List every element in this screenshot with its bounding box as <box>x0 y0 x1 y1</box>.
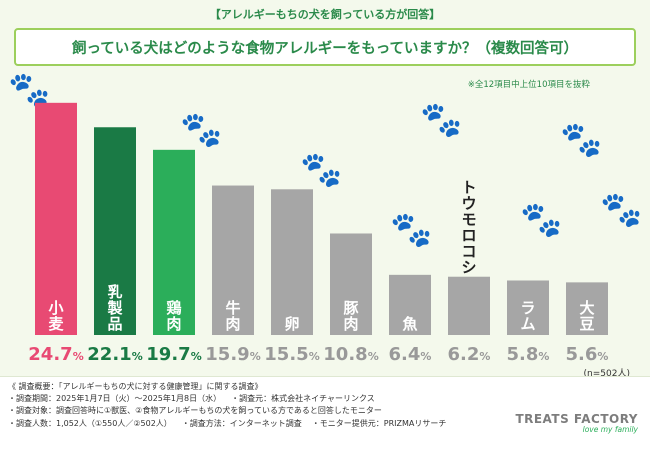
survey-target-badge: 【アレルギーもちの犬を飼っている方が回答】 <box>209 8 441 21</box>
survey-method: ・調査方法：インターネット調査 <box>181 418 302 428</box>
value-label: 10.8% <box>323 344 378 365</box>
category-label: 卵 <box>284 315 299 333</box>
survey-source: ・調査元：株式会社ネイチャーリンクス <box>231 394 375 404</box>
survey-target: ・調査対象：調査回答時に①獣医、②食物アレルギーもちの犬を飼っている方であると回… <box>8 406 382 416</box>
category-label: 大豆 <box>579 299 594 333</box>
category-label: 鶏肉 <box>166 299 181 333</box>
survey-overview-heading: 《 調査概要：「アレルギーもちの犬に対する健康管理」に関する調査》 <box>8 382 263 391</box>
survey-overview: 《 調査概要：「アレルギーもちの犬に対する健康管理」に関する調査》 ・調査期間：… <box>8 381 446 430</box>
value-label: 19.7% <box>146 344 201 365</box>
value-label: 15.9% <box>205 344 260 365</box>
brand-logo: TREATS FACTORY love my family <box>515 412 638 434</box>
brand-logo-tagline: love my family <box>582 425 638 434</box>
bar-7 <box>448 276 490 335</box>
paw-icon: 🐾 <box>560 120 603 160</box>
bar-9 <box>566 282 608 335</box>
bar-8 <box>507 280 549 335</box>
category-label: 魚 <box>402 315 417 333</box>
chart-title: 飼っている犬はどのような食物アレルギーをもっていますか？（複数回答可） <box>71 40 579 57</box>
paw-icon: 🐾 <box>520 200 563 240</box>
bar-chart: 小麦 24.7% 乳製品 22.1% 鶏肉 19.7% 牛肉 15.9% 卵 15.5% 豚肉 10.… <box>28 102 630 379</box>
value-label: 22.1% <box>87 344 142 365</box>
selection-note: ※全12項目中上位10項目を抜粋 <box>467 80 590 90</box>
bar-0 <box>35 102 77 335</box>
paw-icon: 🐾 <box>180 110 223 150</box>
brand-logo-main: TREATS FACTORY <box>515 412 638 426</box>
sample-size: (n=502人) <box>584 368 630 379</box>
bar-3 <box>212 185 254 335</box>
category-label: トウモロコシ <box>461 179 476 277</box>
survey-period: ・調査期間：2025年1月7日（火）～2025年1月8日（水） <box>8 394 222 404</box>
category-label: 乳製品 <box>106 283 122 333</box>
paw-icon: 🐾 <box>600 190 643 230</box>
bar-6 <box>389 274 431 335</box>
survey-provider: ・モニター提供元：PRIZMAリサーチ <box>311 418 447 428</box>
value-label: 6.2% <box>448 344 491 365</box>
value-label: 6.4% <box>389 344 432 365</box>
value-label: 5.8% <box>507 344 550 365</box>
category-label: 豚肉 <box>343 299 358 333</box>
bar-2 <box>153 149 195 335</box>
category-label: ラム <box>520 299 535 333</box>
bar-4 <box>271 189 313 335</box>
chart-title-box: 飼っている犬はどのような食物アレルギーをもっていますか？（複数回答可） <box>14 28 636 66</box>
survey-count: ・調査人数：1,052人（①550人／②502人） <box>8 418 172 428</box>
paw-icon: 🐾 <box>300 150 343 190</box>
category-label: 小麦 <box>48 299 64 333</box>
value-label: 15.5% <box>264 344 319 365</box>
paw-icon: 🐾 <box>390 210 433 250</box>
survey-overview-footer: 《 調査概要：「アレルギーもちの犬に対する健康管理」に関する調査》 ・調査期間：… <box>0 376 650 451</box>
bar-5 <box>330 233 372 335</box>
paw-icon: 🐾 <box>420 100 463 140</box>
bar-1 <box>94 127 136 335</box>
category-label: 牛肉 <box>225 299 240 333</box>
value-label: 5.6% <box>566 344 609 365</box>
value-label: 24.7% <box>28 344 83 365</box>
